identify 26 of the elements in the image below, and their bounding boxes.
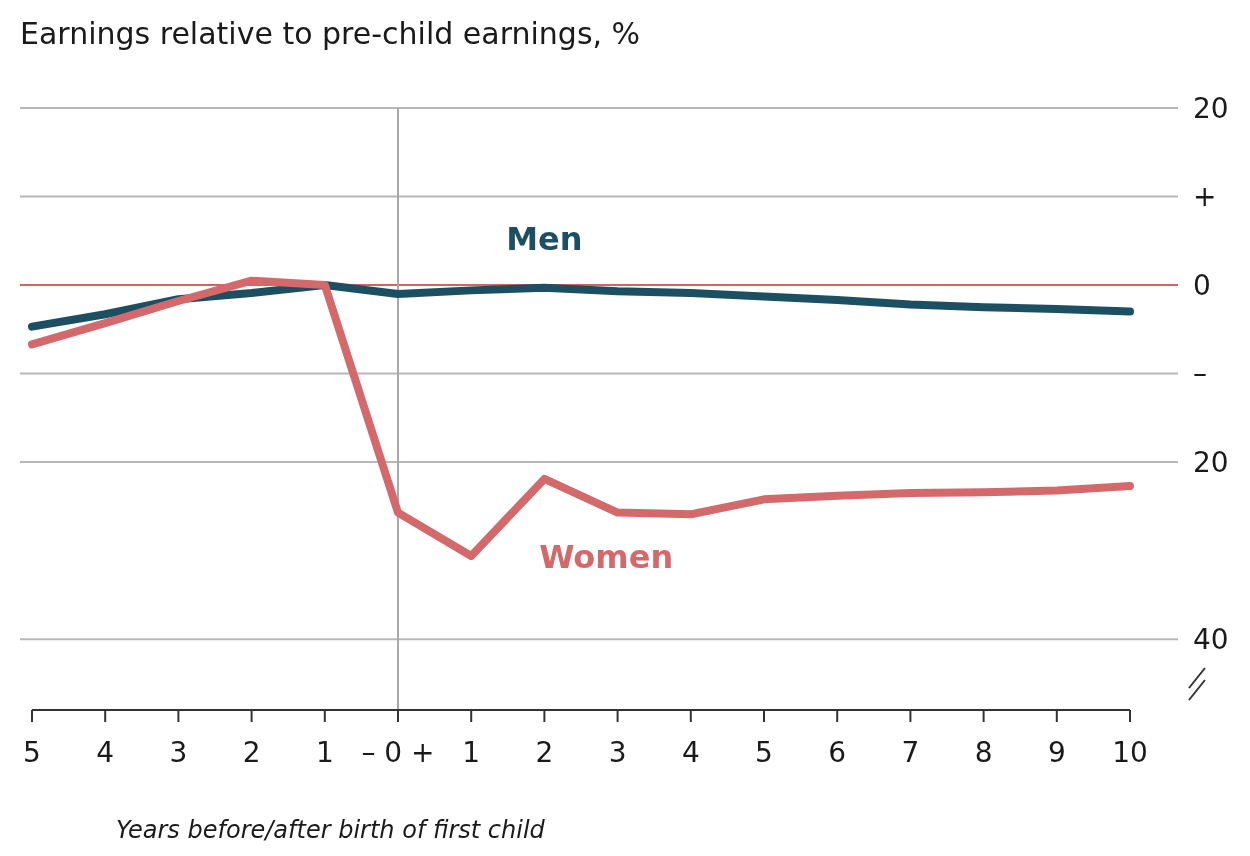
x-tick-label: – 0 +: [361, 736, 435, 769]
x-tick-label: 2: [242, 736, 261, 769]
x-tick-label: 7: [901, 736, 920, 769]
y-tick-label: 20: [1193, 91, 1229, 125]
y-tick-label: 0: [1193, 268, 1211, 302]
x-tick-label: 5: [23, 736, 41, 769]
y-tick-label: –: [1193, 357, 1207, 391]
series-label: Women: [539, 537, 674, 576]
x-tick-label: 3: [169, 736, 188, 769]
x-tick-label: 4: [96, 736, 115, 769]
x-tick-label: 6: [828, 736, 847, 769]
y-tick-label: 40: [1193, 622, 1229, 656]
x-tick-label: 3: [608, 736, 627, 769]
x-tick-label: 9: [1047, 736, 1066, 769]
x-tick-label: 5: [755, 736, 773, 769]
x-tick-label: 10: [1112, 736, 1148, 769]
x-axis-title: Years before/after birth of first child: [116, 816, 546, 844]
y-tick-label: +: [1193, 180, 1217, 214]
x-tick-label: 1: [462, 736, 481, 769]
x-tick-label: 4: [681, 736, 700, 769]
x-tick-label: 2: [535, 736, 554, 769]
chart-title: Earnings relative to pre-child earnings, %: [20, 16, 641, 51]
x-tick-label: 8: [974, 736, 993, 769]
series-label: Men: [506, 219, 583, 258]
x-tick-label: 1: [315, 736, 334, 769]
y-tick-label: 20: [1193, 445, 1229, 479]
